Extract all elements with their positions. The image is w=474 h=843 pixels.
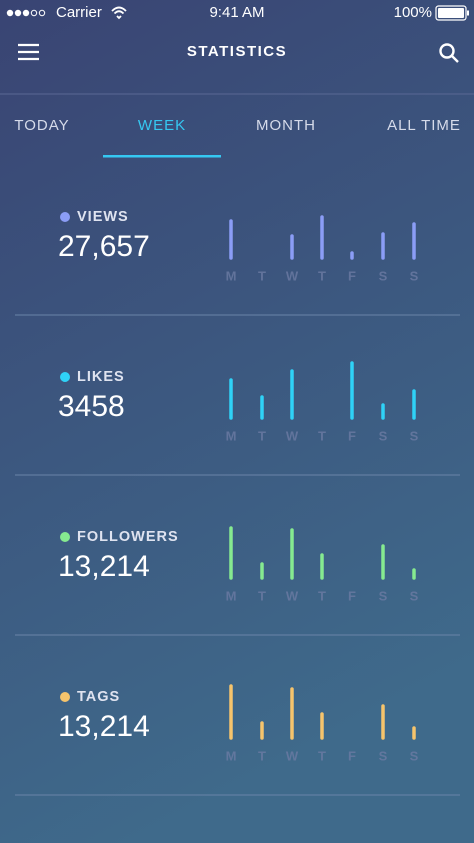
card-label: LIKES <box>77 369 125 385</box>
tab-indicator <box>103 155 221 158</box>
wifi-icon <box>111 6 127 20</box>
menu-button[interactable] <box>18 43 39 61</box>
card-value: 27,657 <box>58 230 150 263</box>
battery-icon <box>435 5 469 21</box>
tab[interactable]: WEEK <box>138 117 186 134</box>
day-label: W <box>286 588 299 603</box>
day-label: W <box>286 428 299 443</box>
day-label: S <box>379 748 388 763</box>
day-label: T <box>258 268 266 283</box>
day-label: T <box>318 268 326 283</box>
card-label: VIEWS <box>77 209 129 225</box>
day-label: M <box>226 268 237 283</box>
tab[interactable]: TODAY <box>14 117 69 134</box>
day-label: M <box>226 748 237 763</box>
tab[interactable]: ALL TIME <box>387 117 461 134</box>
day-label: F <box>348 588 356 603</box>
day-label: S <box>379 588 388 603</box>
legend-dot <box>60 372 70 382</box>
tab[interactable]: MONTH <box>256 117 316 134</box>
day-label: T <box>318 748 326 763</box>
day-label: T <box>258 748 266 763</box>
day-label: F <box>348 748 356 763</box>
carrier: Carrier <box>56 4 102 21</box>
day-label: W <box>286 748 299 763</box>
legend-dot <box>60 212 70 222</box>
day-label: F <box>348 428 356 443</box>
card-value: 13,214 <box>58 710 150 743</box>
card-label: TAGS <box>77 689 120 705</box>
card-value: 3458 <box>58 390 125 423</box>
card-label: FOLLOWERS <box>77 529 179 545</box>
battery-level: 100% <box>394 4 432 21</box>
day-label: S <box>410 428 419 443</box>
day-label: T <box>318 428 326 443</box>
day-label: S <box>410 268 419 283</box>
day-label: S <box>379 268 388 283</box>
day-label: F <box>348 268 356 283</box>
day-label: W <box>286 268 299 283</box>
nav-title: STATISTICS <box>187 43 287 60</box>
card-value: 13,214 <box>58 550 150 583</box>
day-label: T <box>258 428 266 443</box>
day-label: S <box>410 588 419 603</box>
search-button[interactable] <box>439 43 459 63</box>
day-label: M <box>226 588 237 603</box>
day-label: S <box>379 428 388 443</box>
signal-icon <box>6 9 46 17</box>
legend-dot <box>60 692 70 702</box>
day-label: T <box>318 588 326 603</box>
legend-dot <box>60 532 70 542</box>
day-label: T <box>258 588 266 603</box>
day-label: S <box>410 748 419 763</box>
day-label: M <box>226 428 237 443</box>
time: 9:41 AM <box>209 4 264 21</box>
